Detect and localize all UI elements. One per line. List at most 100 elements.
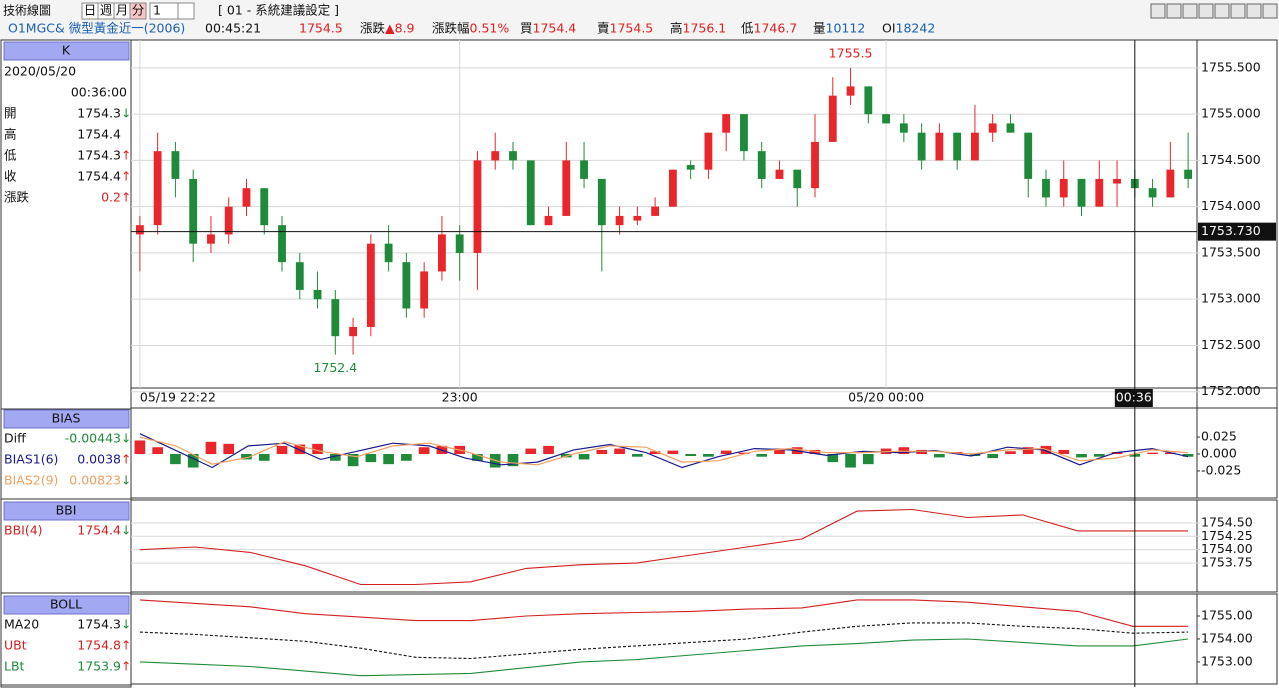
candle-body [971,132,979,161]
candle-body [455,234,464,253]
bias-bar [578,454,590,460]
left-panel [0,39,132,688]
quote-item-label: OI [882,21,896,36]
bias-line [139,433,1189,469]
legend-value: 0.0038 [77,452,121,467]
info-value: 1754.3 [77,148,121,163]
info-value: 1754.4 [77,127,121,142]
candle-body [935,132,944,161]
icon-button[interactable] [1230,3,1246,19]
legend-name: Diff [4,431,26,446]
bias-bar [170,454,181,465]
icon-button[interactable] [1166,3,1182,19]
x-tick-label: 05/20 00:00 [848,390,924,405]
bias-bar [365,454,377,463]
bias-bar [134,440,146,454]
period-label[interactable]: 日 [84,3,97,18]
bias-bar [507,454,519,467]
bias-bar [862,454,874,465]
quote-time: 00:45:21 [205,21,261,36]
legend-arrow: ↓ [121,473,131,488]
interval-box[interactable] [149,2,179,20]
bias-bar [596,449,608,454]
info-label: 高 [4,127,17,142]
candle-body [1113,178,1121,184]
info-label: 低 [4,148,17,163]
period-label[interactable]: 分 [132,3,145,18]
info-arrow: ↑ [121,169,131,184]
candle-body [722,114,731,133]
candle-body [473,160,482,253]
dropdown-arrow[interactable] [177,2,195,20]
icon-button[interactable] [1262,3,1278,19]
panel-title: BOLL [50,597,82,612]
symbol: O1MGC& 微型黃金近一(2006) [8,21,185,36]
legend-name: UBt [4,638,27,653]
legend-name: MA20 [4,617,39,632]
panel-header [3,595,130,615]
candle-body [1148,188,1157,198]
quote-item-label: 漲跌幅 [432,21,470,36]
indicator-line [139,638,1189,677]
plot-frame [130,499,1278,593]
candle-body [686,165,695,170]
quote-item-value: 1746.7 [754,21,798,36]
candle-body [651,206,660,216]
bias-bar [294,444,306,454]
bias-bar [1147,452,1158,454]
y-tick-label: 1753.00 [1201,653,1253,668]
low-annotation: 1752.4 [313,360,357,375]
candle-body [757,151,766,179]
bias-bar [649,451,661,454]
bias-bar [667,450,679,454]
period-button[interactable] [129,2,147,20]
bias-line [139,436,1189,466]
icon-button[interactable] [1214,3,1230,19]
quote-item-value: 18242 [896,21,936,36]
quote-item-value: ▲8.9 [385,21,415,36]
bias-bar [703,454,714,457]
candle-body [1024,132,1033,179]
legend-value: 1754.4 [77,523,121,538]
interval-value[interactable]: 1 [153,3,161,18]
period-label[interactable]: 週 [100,3,113,18]
candle-body [828,95,837,142]
quote-item-label: 低 [741,21,754,36]
candle-body [846,86,855,96]
candle-body [562,160,571,216]
y-tick-label: 1753.75 [1201,555,1253,570]
high-annotation: 1755.5 [829,45,873,60]
candle-body [1077,178,1086,207]
window-title: 技術線圖 [3,3,51,18]
legend-name: BIAS1(6) [4,452,58,467]
y-tick-label: 1753.000 [1201,291,1261,306]
icon-button[interactable] [1198,3,1214,19]
quote-price: 1754.5 [299,21,343,36]
candle-body [1166,169,1175,198]
candle-body [384,243,393,263]
legend-arrow: ↑ [121,452,131,467]
indicator-line [139,622,1189,660]
icon-button[interactable] [1246,3,1262,19]
cursor-x-label: 00:36 [1116,390,1152,405]
candle-body [135,225,144,235]
legend-name: BIAS2(9) [4,473,58,488]
icon-button[interactable] [1150,3,1166,19]
legend-value: -0.00443 [65,431,121,446]
candle-body [526,160,535,226]
period-label[interactable]: 月 [116,3,129,18]
y-tick-label: 1754.500 [1201,152,1261,167]
candle-body [668,169,677,207]
bias-bar [187,454,199,468]
icon-button[interactable] [1182,3,1198,19]
crosshair-y-box [1198,222,1276,241]
y-tick-label: 1755.500 [1201,59,1261,74]
panel-header [3,41,130,61]
y-tick-label: 1754.50 [1201,514,1253,529]
info-label: 收 [4,169,17,184]
quote-item-value: 1754.5 [610,21,654,36]
panel-title: BBI [56,503,77,518]
legend-arrow: ↓ [121,523,131,538]
